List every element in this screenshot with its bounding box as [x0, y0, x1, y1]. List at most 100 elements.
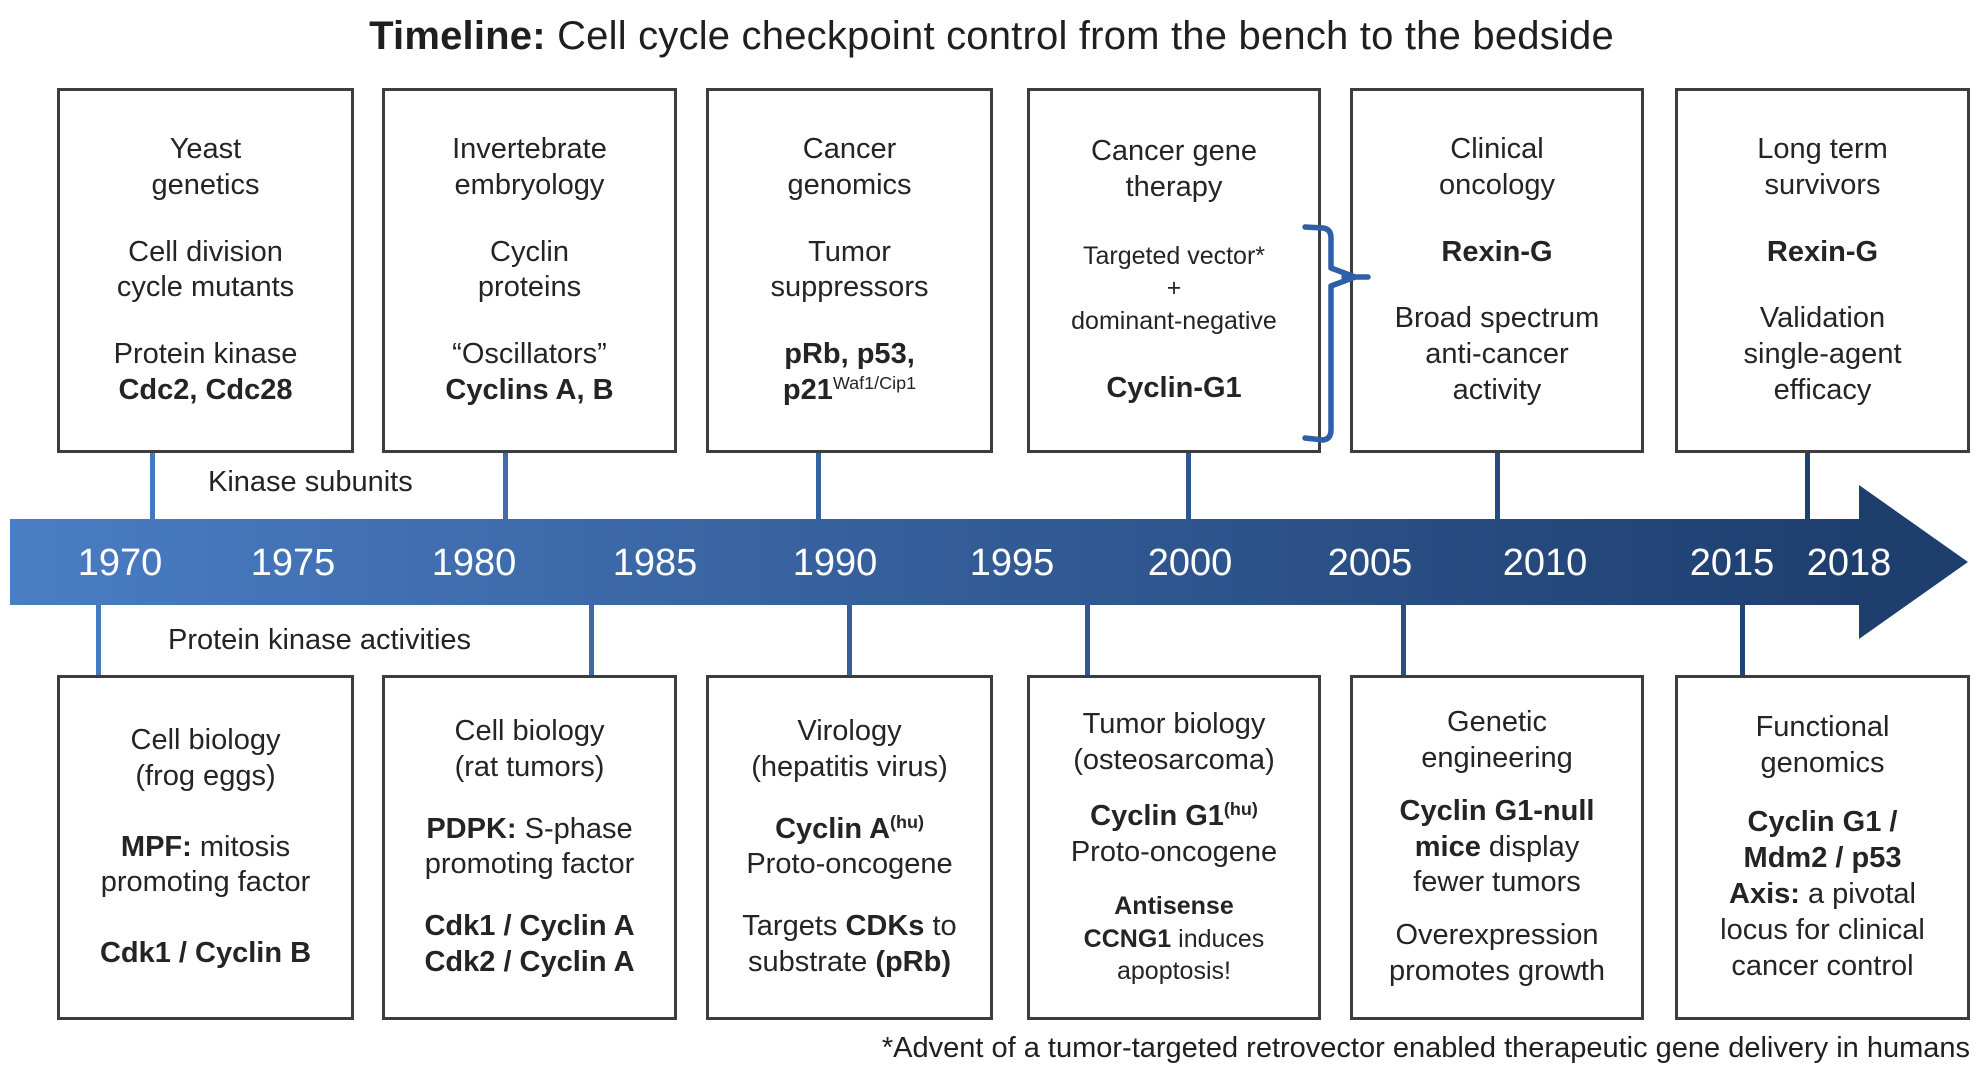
connector-bottom-1997 [1085, 605, 1090, 675]
box-line: (rat tumors) [455, 750, 605, 786]
box-paragraph: Genetic engineering [1421, 705, 1573, 777]
milestone-box-cell-biology-frog-eggs: Cell biology (frog eggs) MPF: mitosis promo… [57, 675, 354, 1020]
box-line: MPF: mitosis [101, 830, 311, 866]
box-line: Rexin-G [1441, 235, 1552, 271]
milestone-box-functional-genomics: Functional genomics Cyclin G1 /Mdm2 / p53 A… [1675, 675, 1970, 1020]
box-line: suppressors [771, 270, 929, 306]
year-label: 2005 [1327, 542, 1413, 584]
text-run: Broad spectrum [1394, 302, 1600, 335]
connector-top-2000 [1186, 453, 1191, 519]
text-run: oncology [1438, 168, 1556, 201]
text-run: Overexpression [1395, 919, 1599, 952]
figure-title-text: Cell cycle checkpoint control from the b… [545, 14, 1614, 58]
year-label: 1975 [250, 542, 336, 584]
year-label: 2010 [1502, 542, 1588, 584]
text-run: apoptosis! [1117, 957, 1231, 986]
connector-bottom-1990 [847, 605, 852, 675]
box-paragraph: Overexpression promotes growth [1389, 918, 1605, 990]
text-run: embryology [454, 168, 605, 201]
text-run: promoting factor [424, 848, 635, 881]
text-run: therapy [1125, 171, 1223, 204]
footnote: *Advent of a tumor-targeted retrovector … [881, 1032, 1970, 1064]
box-line: Clinical [1439, 132, 1555, 168]
text-run: Virology [797, 714, 902, 747]
text-run: induces [1171, 924, 1265, 953]
box-paragraph: “Oscillators” Cyclins A, B [445, 337, 613, 409]
box-line: Yeast [151, 132, 259, 168]
text-run: Functional [1755, 711, 1890, 744]
box-line: genomics [787, 168, 911, 204]
box-line: p21Waf1/Cip1 [783, 373, 916, 409]
box-line: single-agent [1744, 337, 1902, 373]
milestone-box-clinical-oncology: Clinical oncology Rexin-G Broad spectrum ant… [1350, 88, 1644, 453]
box-line: efficacy [1744, 373, 1902, 409]
box-paragraph: Rexin-G [1767, 235, 1878, 271]
text-run: Rexin-G [1441, 235, 1553, 268]
text-run: Cdc2, Cdc28 [118, 374, 293, 407]
text-run: + [1166, 274, 1182, 303]
box-line: survivors [1757, 168, 1888, 204]
box-line: Overexpression [1389, 918, 1605, 954]
connector-bottom-1983 [589, 605, 594, 675]
text-run: Cell biology [130, 723, 281, 756]
box-line: mice display [1400, 830, 1595, 866]
text-run: anti-cancer [1425, 338, 1569, 371]
box-line: engineering [1421, 741, 1573, 777]
box-line: Mdm2 / p53 [1720, 841, 1925, 877]
text-run: cancer control [1731, 949, 1914, 982]
box-line: Cdc2, Cdc28 [114, 373, 298, 409]
box-line: Protein kinase [114, 337, 298, 373]
text-run: S-phase [516, 812, 633, 845]
text-run: p21 [782, 374, 833, 407]
box-line: Proto-oncogene [746, 847, 952, 883]
text-run: Cancer [802, 132, 897, 165]
box-line: apoptosis! [1084, 955, 1265, 988]
box-line: Cell biology [455, 714, 605, 750]
connector-top-1970 [150, 453, 155, 519]
text-run: genomics [787, 168, 912, 201]
text-run: Cell division [128, 235, 283, 268]
box-paragraph: Targets CDKs to substrate (pRb) [742, 909, 956, 981]
connector-top-1980 [503, 453, 508, 519]
box-line: Invertebrate [452, 132, 607, 168]
box-paragraph: PDPK: S-phase promoting factor [425, 812, 635, 884]
timeline-arrowhead-icon [1859, 485, 1968, 639]
text-run: Tumor [808, 235, 891, 268]
box-line: Cyclin G1(hu) [1071, 799, 1277, 835]
box-line: Virology [751, 714, 948, 750]
box-line: Targets CDKs to [742, 909, 956, 945]
text-run: Cyclin [490, 235, 569, 268]
timeline-arrow-bar [10, 519, 1860, 605]
box-line: CCNG1 induces [1084, 923, 1265, 956]
text-run: Tumor biology [1082, 708, 1266, 741]
box-line: Genetic [1421, 705, 1573, 741]
box-paragraph: Invertebrate embryology [452, 132, 607, 204]
box-line: genomics [1756, 746, 1890, 782]
box-line: Cyclin G1-null [1400, 794, 1595, 830]
text-run: a pivotal [1799, 877, 1916, 910]
box-line: Cdk1 / Cyclin A [424, 909, 634, 945]
text-run: PDPK: [426, 812, 517, 845]
year-label: 1985 [612, 542, 698, 584]
box-paragraph: Virology (hepatitis virus) [751, 714, 948, 786]
connector-bottom-2015 [1740, 605, 1745, 675]
box-line: fewer tumors [1400, 865, 1595, 901]
box-paragraph: Cdk1 / Cyclin B [100, 936, 311, 972]
box-paragraph: Long term survivors [1757, 132, 1888, 204]
box-line: anti-cancer [1395, 337, 1600, 373]
box-line: Cyclin A(hu) [746, 812, 952, 848]
text-run: Targets [742, 910, 846, 943]
box-line: Functional [1756, 710, 1890, 746]
box-line: dominant-negative [1071, 305, 1277, 338]
connector-bottom-2006 [1401, 605, 1406, 675]
box-line: + [1071, 272, 1277, 305]
text-run: Cyclin G1 [1090, 799, 1224, 832]
box-line: (hepatitis virus) [751, 750, 948, 786]
milestone-box-tumor-biology: Tumor biology (osteosarcoma) Cyclin G1(hu)… [1027, 675, 1321, 1020]
year-label: 1990 [792, 542, 878, 584]
figure-title: Timeline: Cell cycle checkpoint control … [0, 14, 1983, 59]
box-line: Cancer [787, 132, 911, 168]
box-paragraph: MPF: mitosis promoting factor [101, 830, 311, 902]
text-run: “Oscillators” [452, 338, 607, 371]
